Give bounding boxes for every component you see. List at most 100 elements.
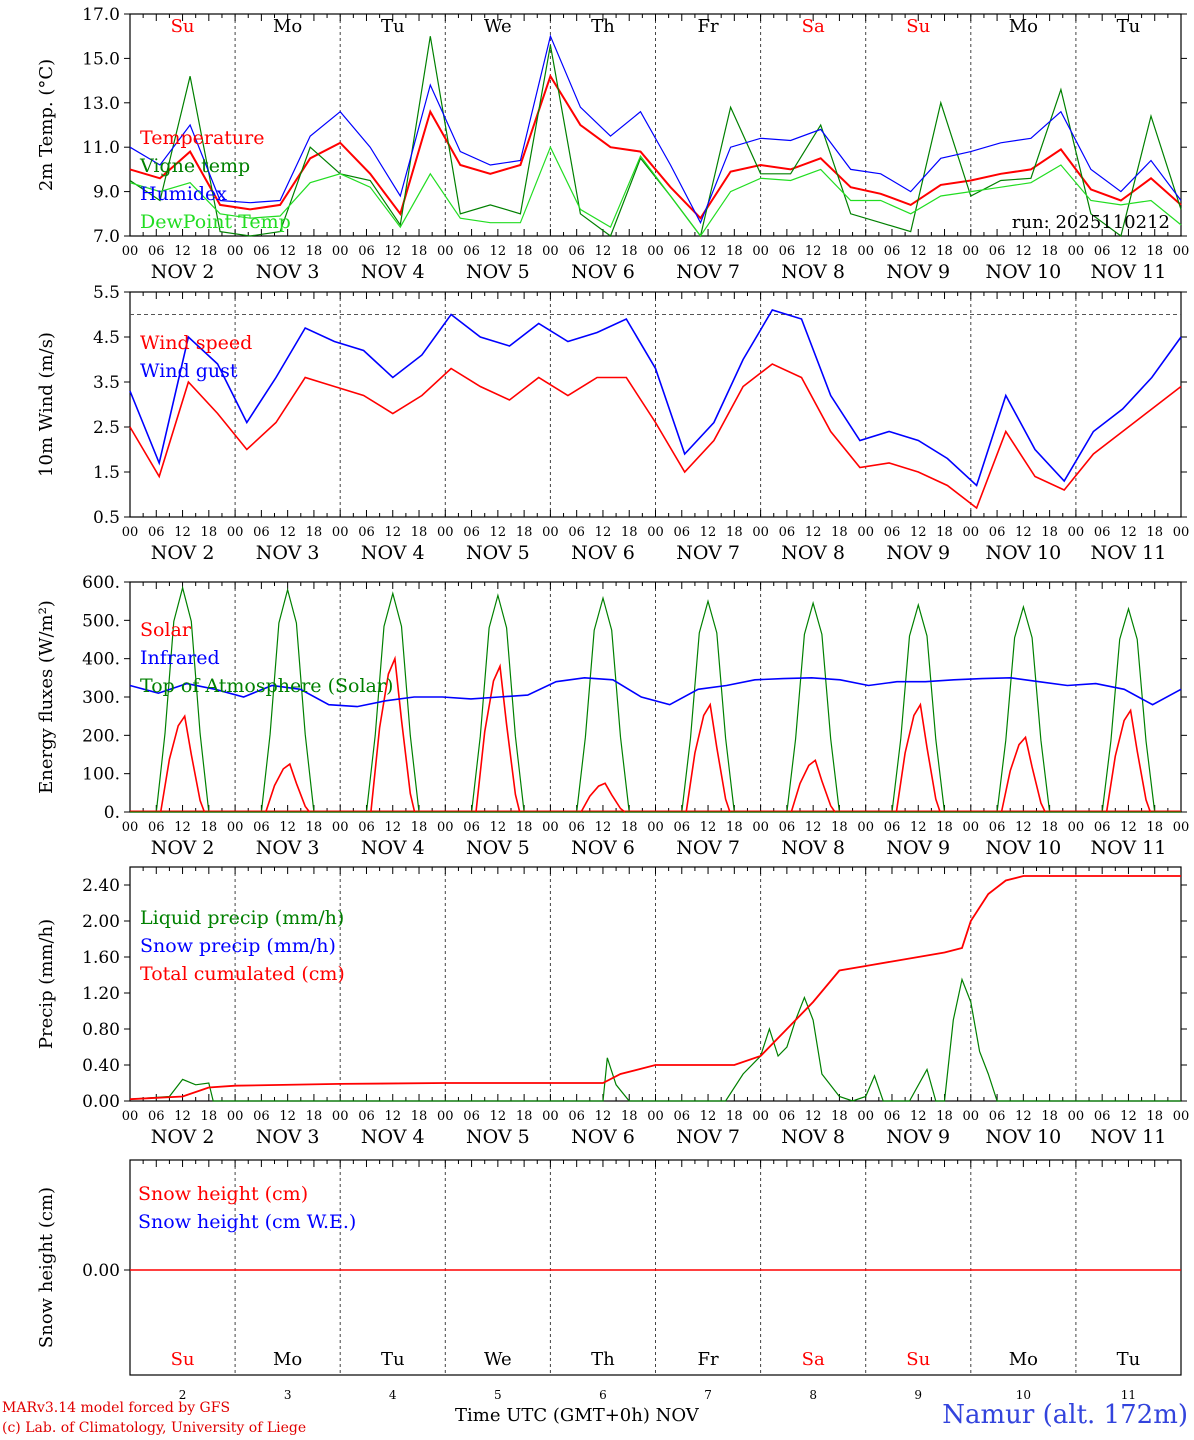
day-label: Fr (698, 1349, 719, 1370)
hour-tick-label: 06 (568, 244, 585, 259)
hour-tick-label: 06 (148, 244, 165, 259)
hour-tick-label: 06 (358, 244, 375, 259)
date-tick-label: NOV 8 (781, 542, 845, 564)
legend-entry: Snow height (cm) (138, 1183, 308, 1205)
day-label: Tu (1117, 1349, 1141, 1370)
run-label: run: 2025110212 (1012, 212, 1170, 233)
hour-tick-label: 06 (884, 525, 901, 540)
y-tick-label: 0.80 (82, 1020, 120, 1040)
hour-tick-label: 12 (174, 1109, 191, 1124)
y-tick-label: 600. (82, 573, 120, 593)
series-humidex (129, 34, 1182, 225)
hour-tick-label: 06 (1094, 244, 1111, 259)
hour-tick-label: 18 (1041, 525, 1058, 540)
hour-tick-label: 12 (1015, 525, 1032, 540)
hour-tick-label: 00 (647, 820, 664, 835)
day-label: We (484, 16, 512, 37)
y-tick-label: 17.0 (82, 5, 120, 25)
series-toa-solar-day (260, 587, 315, 813)
hour-tick-label: 06 (674, 525, 691, 540)
legend-entry: Wind gust (140, 360, 238, 382)
y-tick-label: 0.5 (93, 508, 120, 528)
hour-tick-label: 18 (306, 525, 323, 540)
hour-tick-label: 18 (831, 1109, 848, 1124)
hour-tick-label: 00 (227, 244, 244, 259)
hour-tick-label: 00 (963, 244, 980, 259)
series-vigne-temp (129, 36, 1182, 238)
series-solar-day (370, 655, 416, 813)
day-label: Su (171, 16, 195, 37)
day-label: Su (171, 1349, 195, 1370)
hour-tick-label: 00 (332, 820, 349, 835)
series-total-cumulated (129, 875, 1181, 1101)
y-tick-label: 0.40 (82, 1056, 120, 1076)
day-number-label: 6 (599, 1388, 607, 1402)
day-label: Su (906, 1349, 930, 1370)
hour-tick-label: 06 (1094, 1109, 1111, 1124)
hour-tick-label: 12 (1120, 525, 1137, 540)
day-label: Mo (273, 1349, 302, 1370)
day-number-label: 5 (494, 1388, 502, 1402)
hour-tick-label: 12 (700, 1109, 717, 1124)
date-tick-label: NOV 6 (571, 261, 635, 283)
day-number-label: 11 (1121, 1388, 1136, 1402)
y-tick-label: 2.5 (93, 418, 120, 438)
date-tick-label: NOV 11 (1091, 1126, 1167, 1148)
day-label: Mo (273, 16, 302, 37)
hour-tick-label: 06 (989, 1109, 1006, 1124)
hour-tick-label: 12 (384, 1109, 401, 1124)
date-tick-label: NOV 7 (676, 542, 740, 564)
hour-tick-label: 06 (674, 820, 691, 835)
hour-tick-label: 00 (122, 244, 139, 259)
hour-tick-label: 06 (568, 1109, 585, 1124)
hour-tick-label: 00 (963, 525, 980, 540)
day-number-label: 9 (914, 1388, 922, 1402)
y-tick-label: 11.0 (82, 138, 120, 158)
y-tick-label: 0.00 (82, 1092, 120, 1112)
legend-entry: Temperature (140, 127, 264, 149)
hour-tick-label: 00 (647, 244, 664, 259)
series-solar-day (475, 663, 521, 813)
hour-tick-label: 00 (437, 244, 454, 259)
hour-tick-label: 12 (910, 1109, 927, 1124)
hour-tick-label: 00 (332, 525, 349, 540)
hour-tick-label: 06 (358, 820, 375, 835)
y-tick-label: 9.0 (93, 183, 120, 203)
hour-tick-label: 18 (411, 1109, 428, 1124)
hour-tick-label: 12 (595, 525, 612, 540)
y-tick-label: 0.00 (82, 1261, 120, 1281)
hour-tick-label: 00 (542, 525, 559, 540)
hour-tick-label: 18 (201, 525, 218, 540)
hour-tick-label: 06 (568, 820, 585, 835)
legend-entry: Liquid precip (mm/h) (140, 907, 344, 929)
series-solar-day (1105, 708, 1152, 813)
date-tick-label: NOV 3 (256, 1126, 320, 1148)
hour-tick-label: 00 (963, 820, 980, 835)
hour-tick-label: 18 (621, 1109, 638, 1124)
hour-tick-label: 00 (752, 525, 769, 540)
date-tick-label: NOV 5 (466, 261, 530, 283)
hour-tick-label: 00 (1173, 525, 1190, 540)
series-toa-solar-day (155, 585, 210, 813)
hour-tick-label: 18 (1146, 1109, 1163, 1124)
date-tick-label: NOV 3 (256, 542, 320, 564)
hour-tick-label: 00 (752, 820, 769, 835)
series-toa-solar-day (681, 598, 735, 813)
hour-tick-label: 06 (358, 1109, 375, 1124)
hour-tick-label: 06 (674, 1109, 691, 1124)
hour-tick-label: 18 (621, 525, 638, 540)
day-label: Tu (1117, 16, 1141, 37)
hour-tick-label: 18 (621, 244, 638, 259)
credit-line-model: MARv3.14 model forced by GFS (2, 1400, 231, 1416)
hour-tick-label: 12 (595, 244, 612, 259)
series-toa-solar-day (891, 602, 946, 813)
hour-tick-label: 06 (884, 244, 901, 259)
legend-entry: Humidex (140, 183, 227, 205)
hour-tick-label: 00 (542, 244, 559, 259)
day-label: Th (591, 1349, 615, 1370)
date-tick-label: NOV 5 (466, 542, 530, 564)
hour-tick-label: 18 (1146, 244, 1163, 259)
hour-tick-label: 18 (516, 525, 533, 540)
y-tick-label: 0. (104, 803, 120, 823)
hour-tick-label: 18 (1146, 525, 1163, 540)
